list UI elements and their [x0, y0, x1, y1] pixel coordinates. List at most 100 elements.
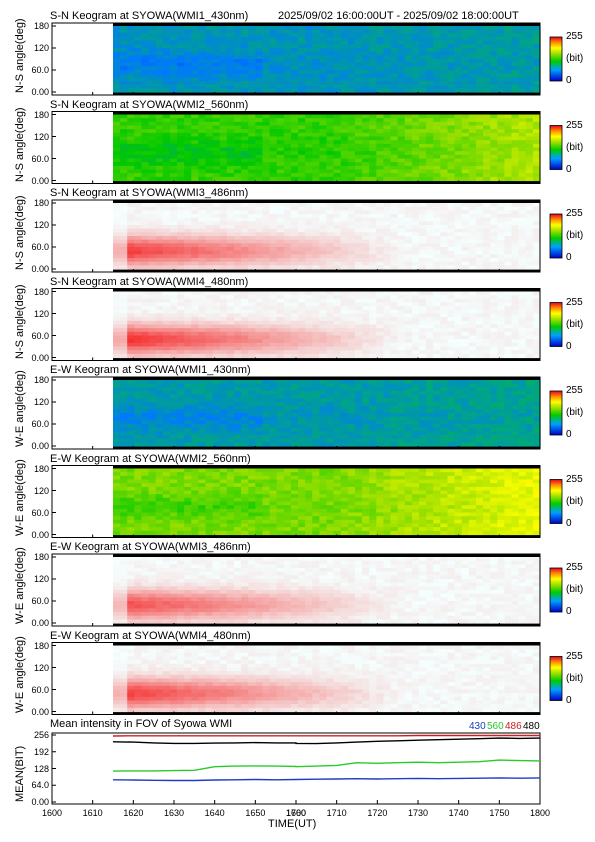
- heatmap-cell: [283, 383, 292, 388]
- heatmap-cell: [354, 339, 363, 344]
- heatmap-cell: [447, 114, 456, 119]
- heatmap-cell: [347, 335, 356, 340]
- heatmap-cell: [404, 176, 413, 182]
- heatmap-cell: [162, 317, 171, 322]
- heatmap-cell: [134, 136, 143, 141]
- heatmap-cell: [532, 140, 541, 145]
- heatmap-cell: [191, 427, 199, 432]
- heatmap-cell: [333, 29, 342, 34]
- heatmap-cell: [504, 158, 513, 163]
- heatmap-cell: [319, 40, 328, 45]
- heatmap-cell: [205, 394, 214, 399]
- heatmap-cell: [169, 413, 178, 418]
- heatmap-cell: [397, 328, 406, 333]
- heatmap-cell: [461, 225, 470, 230]
- heatmap-cell: [497, 217, 506, 222]
- heatmap-cell: [205, 228, 214, 233]
- heatmap-cell: [298, 125, 306, 130]
- heatmap-cell: [248, 320, 256, 326]
- heatmap-cell: [155, 118, 164, 123]
- heatmap-cell: [461, 291, 470, 296]
- heatmap-cell: [397, 51, 406, 56]
- heatmap-cell: [198, 77, 207, 82]
- heatmap-cell: [454, 70, 463, 75]
- heatmap-cell: [184, 173, 192, 178]
- heatmap-cell: [219, 250, 228, 255]
- heatmap-cell: [490, 342, 498, 348]
- heatmap-cell: [426, 77, 434, 82]
- heatmap-cell: [511, 228, 520, 233]
- heatmap-cell: [340, 129, 349, 134]
- heatmap-cell: [319, 387, 328, 392]
- heatmap-cell: [162, 442, 171, 447]
- heatmap-cell: [241, 258, 249, 263]
- heatmap-cell: [298, 55, 306, 60]
- heatmap-cell: [376, 26, 385, 31]
- heatmap-cell: [468, 254, 477, 259]
- heatmap-cell: [326, 154, 335, 160]
- heatmap-cell: [269, 265, 278, 270]
- heatmap-cell: [184, 81, 192, 86]
- heatmap-cell: [127, 228, 135, 233]
- heatmap-cell: [212, 203, 221, 208]
- heatmap-cell: [276, 77, 285, 82]
- heatmap-cell: [255, 55, 264, 60]
- heatmap-cell: [276, 306, 285, 311]
- heatmap-cell: [305, 438, 313, 443]
- heatmap-cell: [148, 169, 157, 174]
- heatmap-cell: [362, 37, 370, 42]
- heatmap-cell: [241, 29, 249, 34]
- heatmap-cell: [148, 427, 157, 432]
- heatmap-cell: [262, 313, 271, 318]
- heatmap-cell: [440, 66, 449, 71]
- heatmap-cell: [269, 243, 278, 248]
- heatmap-cell: [447, 291, 456, 296]
- heatmap-cell: [269, 147, 278, 152]
- heatmap-cell: [255, 250, 264, 255]
- heatmap-cell: [440, 59, 449, 64]
- heatmap-cell: [169, 328, 178, 333]
- heatmap-cell: [312, 342, 320, 348]
- heatmap-cell: [177, 228, 185, 233]
- heatmap-cell: [120, 84, 128, 89]
- heatmap-cell: [298, 409, 306, 414]
- heatmap-cell: [219, 420, 228, 425]
- heatmap-cell: [198, 228, 207, 233]
- heatmap-cell: [490, 37, 498, 42]
- heatmap-cell: [497, 143, 506, 149]
- heatmap-cell: [319, 331, 328, 337]
- heatmap-cell: [233, 353, 242, 359]
- heatmap-cell: [419, 302, 427, 307]
- heatmap-cell: [184, 250, 192, 255]
- heatmap-cell: [440, 40, 449, 45]
- heatmap-cell: [504, 328, 513, 333]
- heatmap-cell: [155, 51, 164, 56]
- heatmap-cell: [212, 247, 221, 252]
- heatmap-cell: [155, 353, 164, 359]
- heatmap-cell: [120, 169, 128, 174]
- heatmap-cell: [120, 320, 128, 326]
- heatmap-cell: [483, 132, 491, 138]
- heatmap-cell: [369, 324, 377, 329]
- heatmap-cell: [162, 239, 171, 244]
- heatmap-cell: [305, 55, 313, 60]
- heatmap-cell: [191, 409, 199, 414]
- heatmap-cell: [511, 125, 520, 130]
- heatmap-cell: [169, 416, 178, 421]
- heatmap-cell: [312, 221, 320, 226]
- heatmap-cell: [319, 88, 328, 93]
- heatmap-cell: [411, 295, 420, 300]
- heatmap-cell: [340, 335, 349, 340]
- heatmap-cell: [312, 129, 320, 134]
- heatmap-cell: [177, 438, 185, 443]
- heatmap-cell: [376, 121, 385, 127]
- heatmap-cell: [141, 136, 150, 141]
- heatmap-cell: [162, 62, 171, 67]
- heatmap-cell: [475, 44, 484, 49]
- heatmap-cell: [426, 261, 434, 266]
- heatmap-cell: [397, 169, 406, 174]
- heatmap-cell: [397, 232, 406, 237]
- heatmap-cell: [454, 114, 463, 119]
- heatmap-cell: [468, 324, 477, 329]
- heatmap-cell: [276, 324, 285, 329]
